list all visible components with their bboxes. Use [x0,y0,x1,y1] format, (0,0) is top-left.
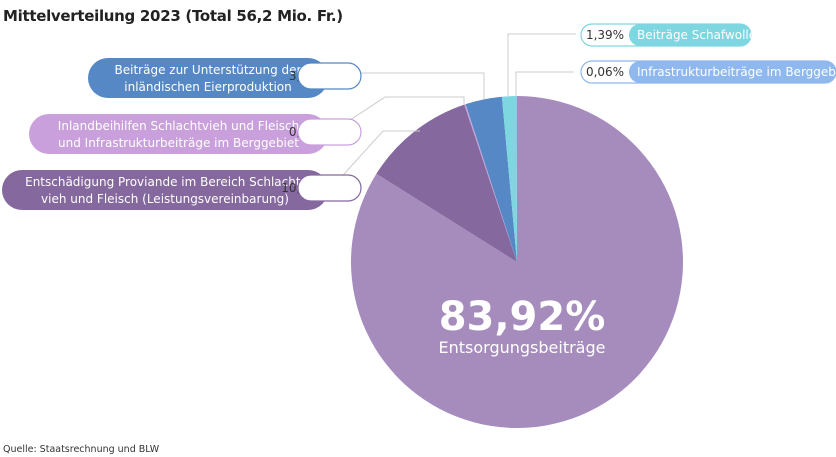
slice-name: Inlandbeihilfen Schlachtvieh und Fleisch [58,119,299,133]
callout-label: 0,06% Infrastrukturbeiträge im Berggebiet [580,60,836,84]
slice-name: inländischen Eierproduktion [124,80,291,94]
leader-line [334,96,465,131]
callout-label: Inlandbeihilfen Schlachtvieh und Fleisch… [29,114,334,154]
pie-slice [465,96,517,263]
leader-line [335,72,485,99]
pie-slice [501,96,517,262]
pie-slice [376,104,517,263]
pie-slice [516,96,517,262]
slice-percent: 83,92% [439,294,606,340]
leader-line [507,33,576,97]
slice-name: Entsorgungsbeiträge [439,338,606,357]
slice-name: und Infrastrukturbeiträge im Berggebiet [58,136,299,150]
slice-name: Beiträge zur Unterstützung der [115,63,302,77]
callout-label: Entschädigung Proviande im Bereich Schla… [2,170,334,210]
slice-name: Entschädigung Proviande im Bereich Schla… [25,175,305,189]
source-note: Quelle: Staatsrechnung und BLW [3,444,160,455]
pie-slice [464,104,517,262]
leader-line [515,71,574,96]
chart-title: Mittelverteilung 2023 (Total 56,2 Mio. F… [3,7,343,25]
slice-name: vieh und Fleisch (Leistungsvereinbarung) [41,192,289,206]
callout-label: Beiträge zur Unterstützung der inländisch… [88,58,334,98]
slice-name: Infrastrukturbeiträge im Berggebiet [637,65,836,79]
slice-name: Beiträge Schafwolle [637,28,756,42]
callout-label: 1,39% Beiträge Schafwolle [580,23,756,47]
slice-percent: 1,39% [586,28,624,42]
leader-line [334,130,420,185]
slice-percent: 0,06% [586,65,624,79]
